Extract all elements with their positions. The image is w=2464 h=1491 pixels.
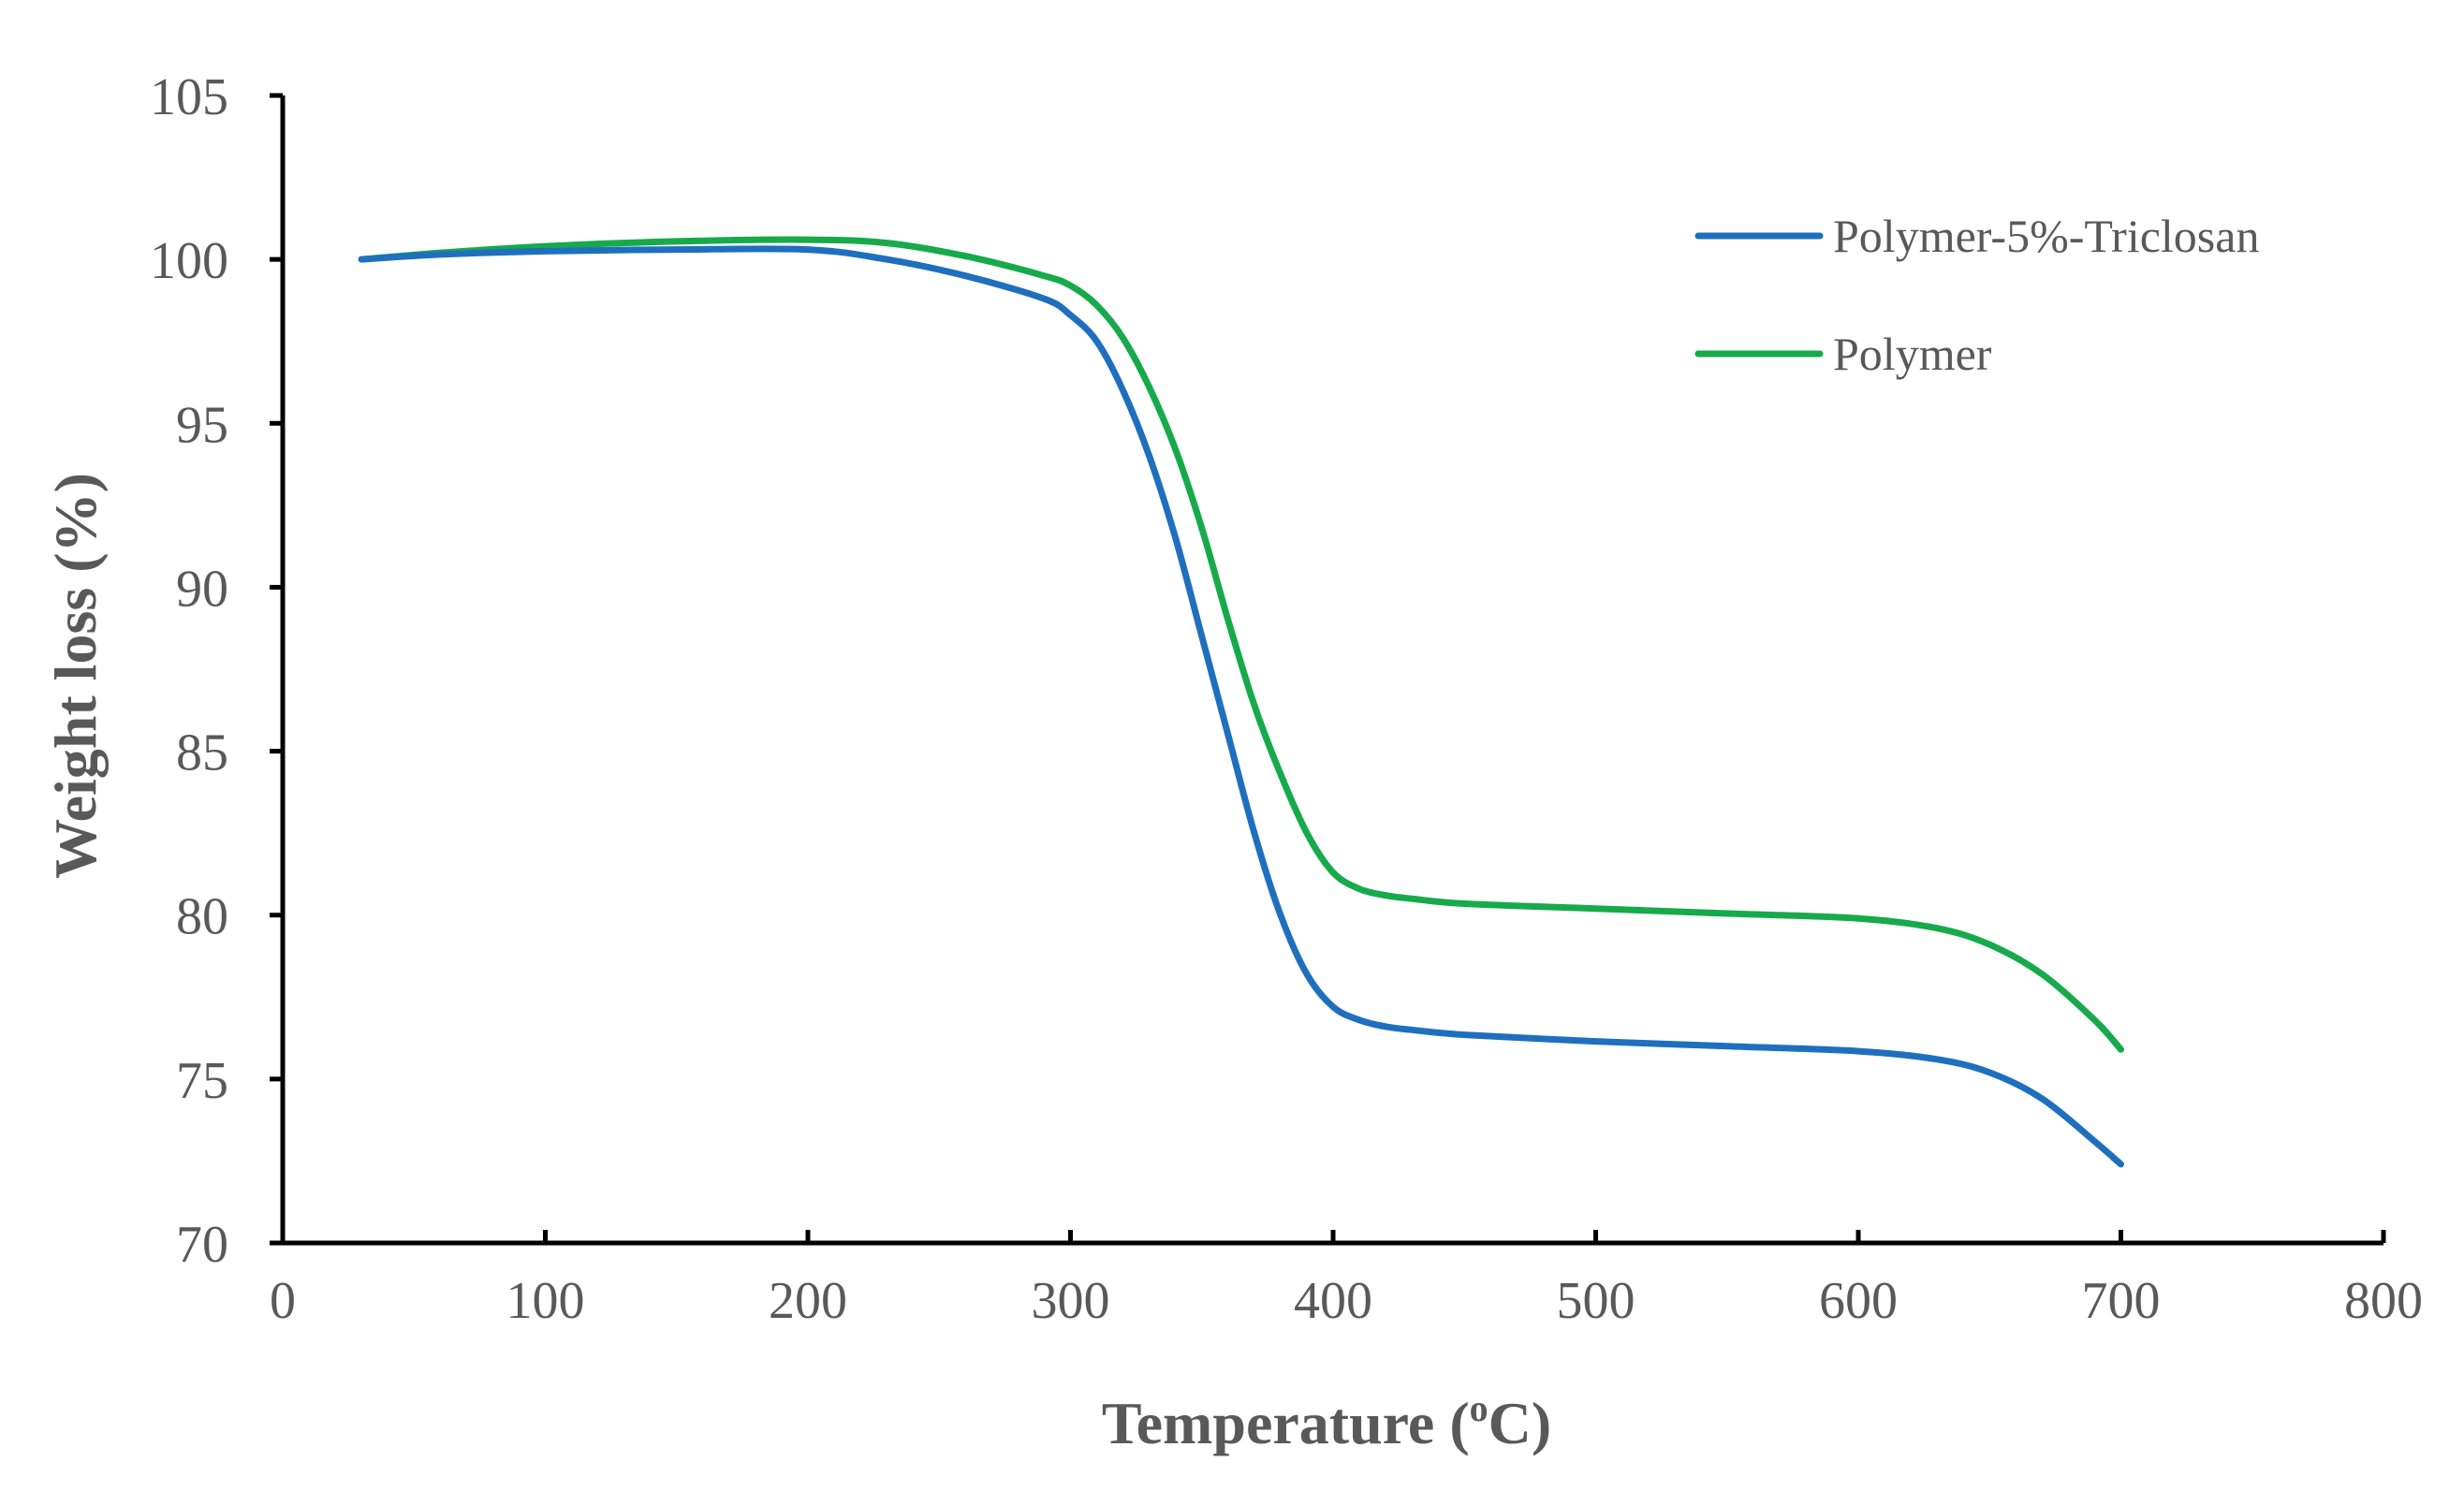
x-tick-label: 500	[1557, 1272, 1635, 1330]
x-tick-label: 100	[506, 1272, 585, 1330]
x-tick-label: 200	[769, 1272, 847, 1330]
series-line-polymer	[358, 236, 2124, 1053]
legend: Polymer-5%-Triclosan Polymer	[1694, 210, 2259, 380]
y-tick-label: 90	[176, 560, 228, 618]
y-tick-label: 95	[176, 396, 228, 454]
x-axis-title-main: Temperature (	[1102, 1390, 1470, 1456]
x-tick-label: 400	[1294, 1272, 1372, 1330]
y-tick-label: 75	[176, 1052, 228, 1110]
x-tick-label: 700	[2082, 1272, 2161, 1330]
x-axis-title-superscript: o	[1470, 1387, 1489, 1429]
x-tick-label: 600	[1819, 1272, 1898, 1330]
y-axis-ticks: 70 75 80 85 90 95 100 105	[150, 68, 283, 1274]
x-axis-title-suffix: C)	[1489, 1390, 1552, 1456]
y-tick-label: 80	[176, 888, 228, 946]
x-axis-ticks: 0 100 200 300 400 500 600 700 800	[270, 1230, 2423, 1330]
x-tick-label: 300	[1032, 1272, 1110, 1330]
x-tick-label: 0	[270, 1272, 296, 1330]
y-tick-label: 105	[150, 68, 228, 126]
series-line-polymer-5-triclosan	[358, 245, 2124, 1168]
x-axis-title: Temperature (oC)	[1102, 1387, 1551, 1456]
legend-label: Polymer	[1833, 328, 1992, 380]
x-tick-label: 800	[2344, 1272, 2423, 1330]
legend-label: Polymer-5%-Triclosan	[1833, 210, 2259, 262]
y-tick-label: 100	[150, 232, 228, 290]
y-tick-label: 70	[176, 1216, 228, 1274]
y-axis-title: Weight loss (%)	[42, 473, 109, 879]
series-layer	[358, 236, 2124, 1168]
y-tick-label: 85	[176, 724, 228, 782]
